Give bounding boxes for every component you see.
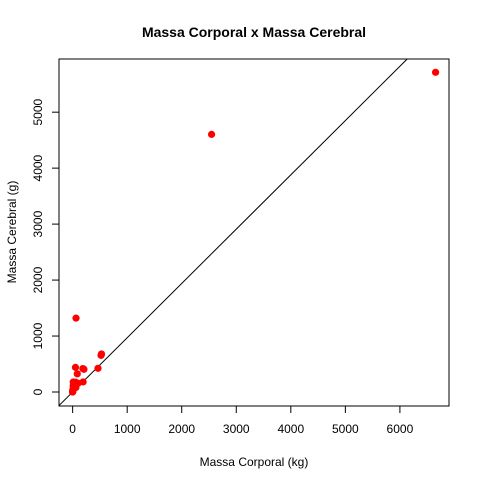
x-tick-label: 6000 [387, 422, 414, 436]
x-tick-label: 3000 [223, 422, 250, 436]
data-point [431, 68, 440, 76]
y-tick-label: 1000 [31, 322, 45, 349]
y-tick-label: 3000 [31, 210, 45, 237]
data-point [73, 370, 81, 378]
x-axis: 0 1000 2000 3000 4000 5000 6000 [69, 405, 414, 436]
data-point [79, 364, 87, 373]
y-tick-label: 5000 [31, 98, 45, 125]
y-tick-label: 0 [31, 388, 45, 395]
data-point [207, 130, 216, 138]
x-tick-label: 1000 [114, 422, 141, 436]
data-point [97, 350, 106, 358]
y-tick-label: 2000 [31, 266, 45, 293]
y-tick-label: 4000 [31, 154, 45, 181]
data-point [72, 314, 80, 322]
x-axis-label: Massa Corporal (kg) [200, 455, 309, 469]
data-point [94, 364, 102, 372]
y-axis-label: Massa Cerebral (g) [5, 181, 19, 284]
plot-frame [58, 58, 450, 407]
x-tick-label: 4000 [277, 422, 304, 436]
data-point [71, 363, 80, 371]
x-tick-label: 2000 [168, 422, 195, 436]
x-tick-label: 0 [69, 422, 76, 436]
plot-area [58, 58, 440, 406]
y-axis: 0 1000 2000 3000 4000 5000 [31, 98, 60, 395]
chart-title: Massa Corporal x Massa Cerebral [142, 24, 366, 40]
data-point [69, 388, 77, 396]
x-tick-label: 5000 [332, 422, 359, 436]
regression-line [58, 58, 408, 406]
points-layer [69, 68, 440, 396]
